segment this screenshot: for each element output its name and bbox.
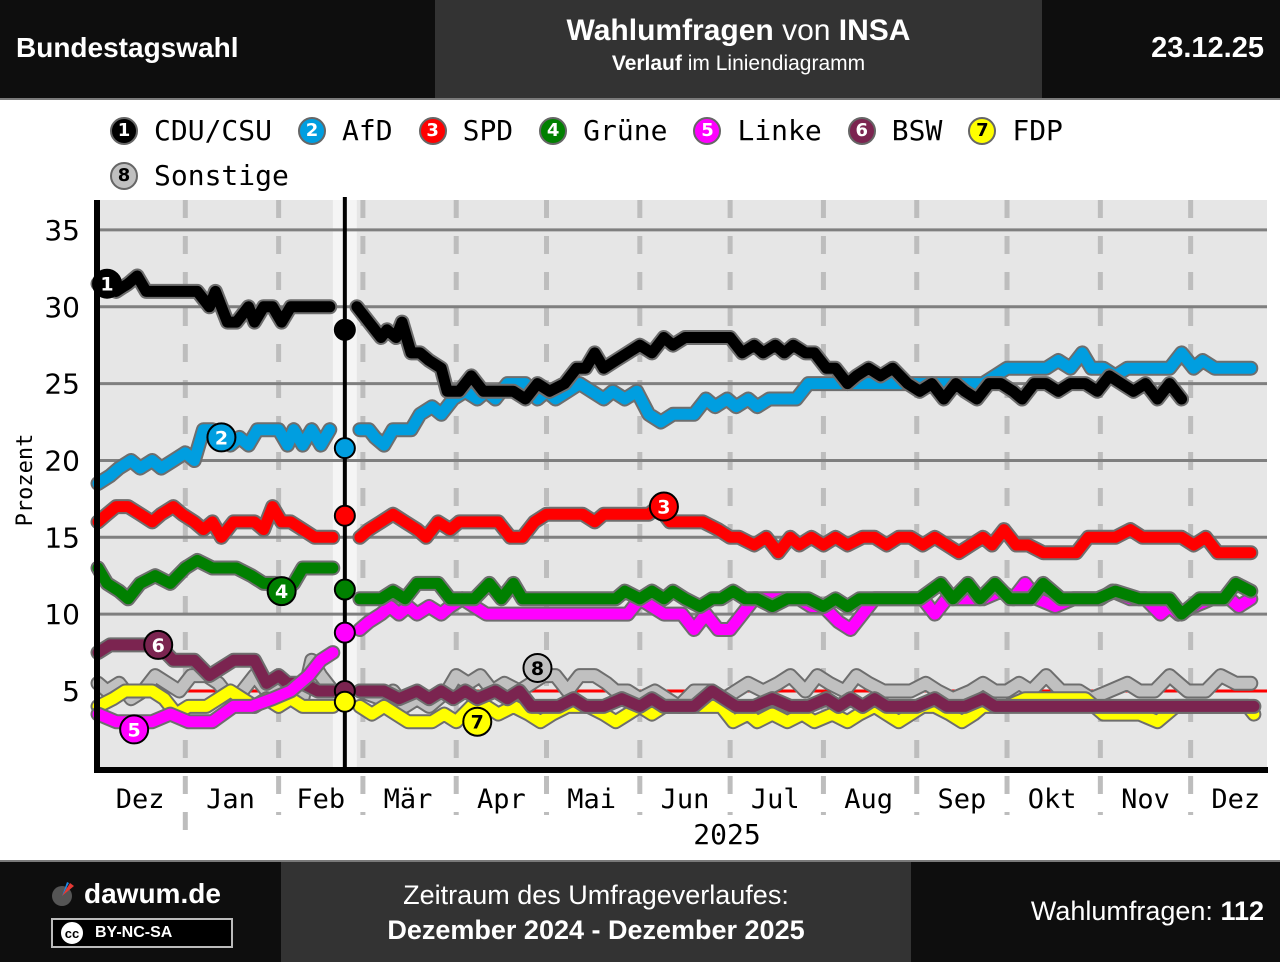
period-label: Zeitraum des Umfrageverlaufes: (403, 880, 789, 910)
election-result-point (333, 504, 356, 527)
series-number-label: 3 (657, 497, 670, 519)
chart-subtitle: Verlauf im Liniendiagramm (611, 52, 866, 75)
legend-item[interactable]: 1 CDU/CSU (110, 108, 272, 153)
legend-label: CDU/CSU (154, 114, 273, 147)
dawum-logo[interactable]: dawum.de (50, 878, 221, 910)
series-number-badge (648, 491, 679, 522)
series-number-badge (92, 268, 123, 299)
legend-label: Sonstige (154, 159, 289, 192)
x-axis-year-label: 2025 (693, 818, 760, 851)
legend-badge-icon: 8 (110, 161, 138, 190)
election-title: Bundestagswahl (16, 32, 239, 63)
footer-bar: dawum.de cc BY-NC-SA Zeitraum des Umfrag… (0, 860, 1280, 962)
legend-item[interactable]: 6 BSW (847, 108, 943, 153)
legend-badge-icon: 4 (539, 116, 568, 145)
series-number-label: 5 (128, 719, 141, 741)
legend-item[interactable]: 3 SPD (418, 108, 514, 153)
series-number-badge (462, 706, 493, 737)
header-bar: Bundestagswahl Wahlumfragen von INSA Ver… (0, 0, 1280, 100)
series-number-label: 2 (215, 427, 228, 449)
y-tick-label: 35 (44, 214, 80, 247)
legend-label: BSW (891, 114, 943, 147)
legend-label: Linke (737, 114, 822, 147)
election-result-point (333, 690, 356, 713)
x-tick-label: Dez (116, 784, 165, 815)
y-axis-label: Prozent (13, 434, 38, 527)
legend-badge-icon: 5 (693, 116, 722, 145)
series-number-label: 4 (275, 581, 288, 603)
poll-count: Wahlumfragen: 112 (1030, 896, 1264, 926)
legend-badge-icon: 3 (418, 116, 447, 145)
site-name: dawum.de (84, 878, 221, 909)
x-tick-label: Jul (751, 784, 800, 815)
chart-title: Wahlumfragen von INSA (566, 14, 911, 47)
license-badge[interactable]: cc BY-NC-SA (51, 918, 233, 948)
legend-badge-icon: 6 (847, 116, 876, 145)
legend-item[interactable]: 4 Grüne (539, 108, 667, 153)
x-tick-label: Feb (296, 784, 345, 815)
election-result-point (333, 578, 356, 601)
series-number-label: 7 (471, 712, 484, 734)
election-result-point (333, 621, 356, 644)
series-line-cducsu (92, 270, 336, 328)
series-number-badge (266, 576, 297, 607)
series-number-badge (119, 714, 150, 745)
y-tick-label: 15 (44, 521, 80, 554)
x-tick-label: Dez (1211, 784, 1260, 815)
series-line-spd (354, 501, 1257, 559)
legend-label: FDP (1012, 114, 1063, 147)
chart-title-block: Wahlumfragen von INSA Verlauf im Liniend… (435, 0, 1042, 98)
x-tick-label: Mär (384, 784, 433, 815)
x-tick-label: Jan (206, 784, 255, 815)
series-line-fdp (92, 685, 339, 720)
y-tick-label: 25 (44, 368, 80, 401)
x-tick-label: Okt (1028, 784, 1077, 815)
legend-label: AfD (342, 114, 393, 147)
legend-badge-icon: 2 (298, 116, 327, 145)
date-label: 23.12.25 (1151, 32, 1264, 64)
series-line-bsw (354, 685, 1260, 712)
footer-brand: dawum.de cc BY-NC-SA (0, 862, 280, 962)
license-text: BY-NC-SA (95, 924, 173, 941)
series-line-grne (354, 577, 1257, 620)
x-tick-label: Aug (844, 784, 893, 815)
legend-label: Grüne (583, 114, 668, 147)
period-block: Zeitraum des Umfrageverlaufes: Dezember … (281, 862, 911, 962)
cc-icon: cc (59, 920, 85, 946)
series-number-label: 6 (152, 635, 165, 657)
election-result-point (333, 318, 356, 341)
period-value: Dezember 2024 - Dezember 2025 (387, 915, 805, 945)
legend-item[interactable]: 5 Linke (693, 108, 822, 153)
legend-label: SPD (462, 114, 514, 147)
series-number-label: 8 (531, 658, 544, 680)
y-tick-label: 10 (44, 598, 80, 631)
legend-badge-icon: 1 (110, 116, 138, 145)
plot-background (97, 200, 1267, 770)
x-tick-label: Mai (567, 784, 616, 815)
x-tick-label: Sep (937, 784, 986, 815)
y-tick-label: 30 (44, 291, 80, 324)
y-tick-label: 20 (44, 444, 80, 477)
dawum-pie-icon (52, 882, 74, 906)
series-line-spd (92, 501, 339, 543)
legend-badge-icon: 7 (968, 116, 997, 145)
series-number-badge (206, 422, 237, 453)
series-number-badge (522, 652, 553, 683)
series-number-badge (143, 629, 174, 660)
chart-legend: 1 CDU/CSU 2 AfD 3 SPD 4 Grüne 5 Linke 6 BSW 7 FDP 8 Son… (110, 108, 1230, 198)
series-line-linke (92, 647, 339, 728)
series-number-label: 1 (100, 274, 113, 296)
legend-item[interactable]: 2 AfD (298, 108, 393, 153)
y-tick-label: 5 (62, 675, 80, 708)
x-tick-label: Apr (477, 784, 526, 815)
x-tick-label: Nov (1121, 784, 1170, 815)
series-line-cducsu (351, 301, 1188, 405)
legend-item[interactable]: 7 FDP (968, 108, 1063, 153)
election-result-point (333, 437, 356, 460)
legend-item[interactable]: 8 Sonstige (110, 153, 289, 198)
x-tick-label: Jun (661, 784, 710, 815)
